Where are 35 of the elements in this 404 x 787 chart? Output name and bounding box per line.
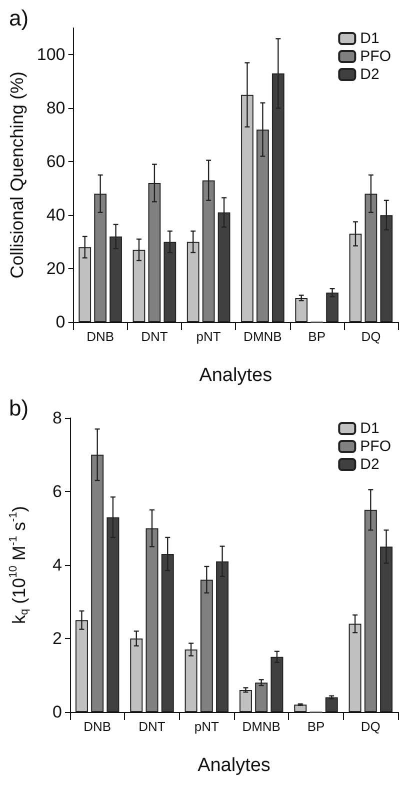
legend-label: D1	[360, 30, 380, 47]
y-tick-label: 8	[52, 408, 62, 428]
y-tick-label: 2	[52, 629, 62, 648]
text: kq (1010 M-1 s-1)	[8, 506, 30, 624]
x-tick-label: DNT	[138, 719, 166, 734]
x-tick-label: DNB	[84, 719, 112, 734]
x-tick-label: pNT	[196, 329, 221, 344]
x-tick-label: BP	[308, 329, 326, 344]
legend-label: PFO	[360, 48, 392, 65]
legend-label: D2	[360, 66, 380, 83]
x-axis-title: Analytes	[198, 755, 270, 776]
y-tick-label: 0	[56, 312, 66, 332]
x-tick-label: BP	[307, 719, 325, 734]
chart-title: a)	[9, 6, 29, 30]
y-tick-label: 100	[36, 45, 66, 64]
y-tick-label: 40	[46, 206, 66, 225]
x-tick-label: DNT	[141, 329, 168, 344]
y-tick-label: 0	[52, 702, 62, 722]
y-tick-label: 6	[52, 482, 62, 501]
y-tick-label: 60	[46, 152, 66, 172]
y-tick-label: 80	[46, 98, 66, 118]
y-axis-title: Collisional Quenching (%)	[7, 71, 27, 279]
chart-title: b)	[9, 396, 29, 420]
y-tick-label: 20	[46, 259, 66, 278]
legend-label: D2	[360, 456, 380, 473]
x-tick-label: pNT	[194, 719, 220, 734]
x-tick-label: DNB	[86, 329, 114, 344]
y-tick-label: 4	[52, 556, 62, 574]
x-tick-label: DMNB	[242, 719, 280, 734]
x-axis-title: Analytes	[199, 365, 272, 386]
legend-label: D1	[360, 420, 380, 437]
x-tick-label: DMNB	[244, 329, 282, 344]
x-tick-label: DQ	[361, 329, 381, 344]
legend-label: PFO	[360, 438, 392, 455]
x-tick-label: DQ	[360, 719, 380, 734]
